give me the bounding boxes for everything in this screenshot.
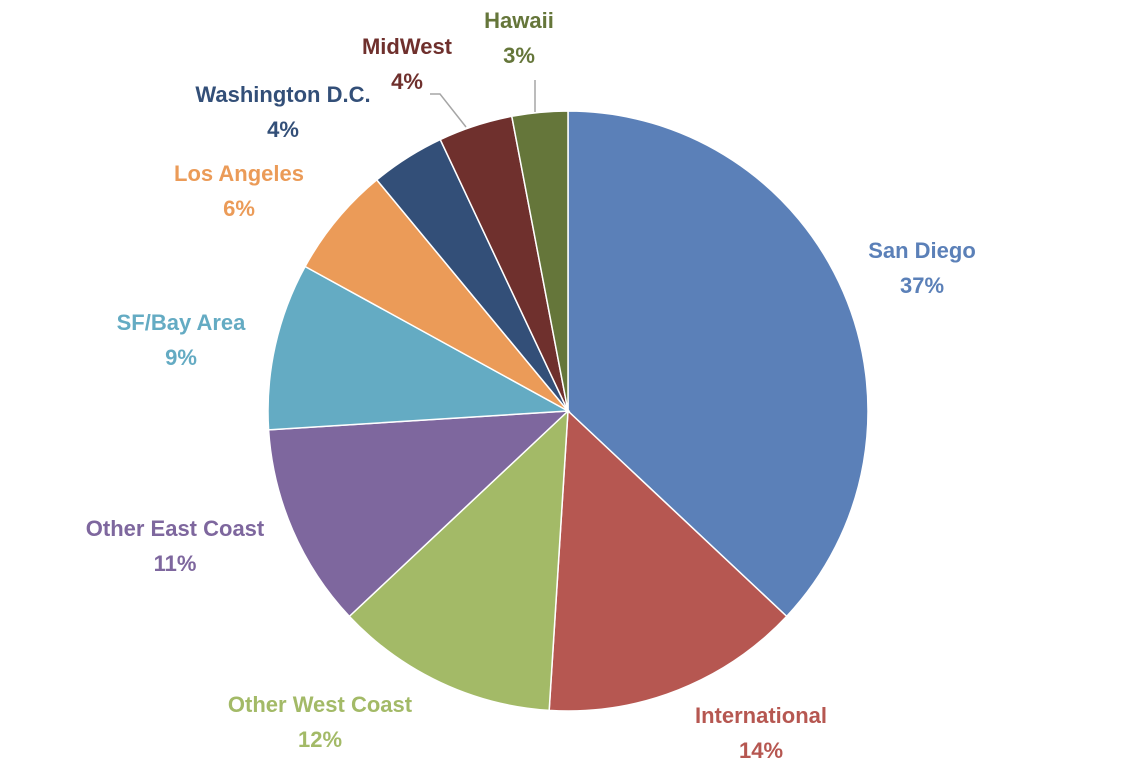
slice-category-label: Other East Coast: [86, 516, 265, 541]
slice-percent-label: 12%: [298, 727, 342, 752]
leader-line: [430, 93, 467, 128]
pie-slices: [267, 110, 869, 712]
slice-percent-label: 37%: [900, 273, 944, 298]
slice-category-label: Washington D.C.: [195, 82, 370, 107]
leader-lines: [430, 80, 536, 128]
pie-slice-hawaii: [510, 110, 569, 412]
slice-category-label: International: [695, 703, 827, 728]
slice-category-label: Hawaii: [484, 8, 554, 33]
pie-slice-international: [548, 409, 788, 712]
pie-slice-other-west-coast: [348, 409, 569, 712]
slice-category-label: Los Angeles: [174, 161, 304, 186]
pie-slice-sf-bay-area: [267, 265, 571, 431]
slice-percent-label: 4%: [391, 69, 423, 94]
slice-category-label: Other West Coast: [228, 692, 413, 717]
pie-slice-san-diego: [567, 110, 869, 618]
slice-percent-label: 3%: [503, 43, 535, 68]
slice-labels: San Diego 37% International 14% Other West C…: [86, 8, 976, 763]
slice-category-label: MidWest: [362, 34, 453, 59]
slice-percent-label: 14%: [739, 738, 783, 763]
slice-category-label: SF/Bay Area: [117, 310, 247, 335]
slice-percent-label: 4%: [267, 117, 299, 142]
slice-percent-label: 11%: [154, 551, 197, 576]
slice-category-label: San Diego: [868, 238, 976, 263]
slice-percent-label: 6%: [223, 196, 255, 221]
slice-percent-label: 9%: [165, 345, 197, 370]
pie-slice-other-east-coast: [267, 410, 571, 618]
